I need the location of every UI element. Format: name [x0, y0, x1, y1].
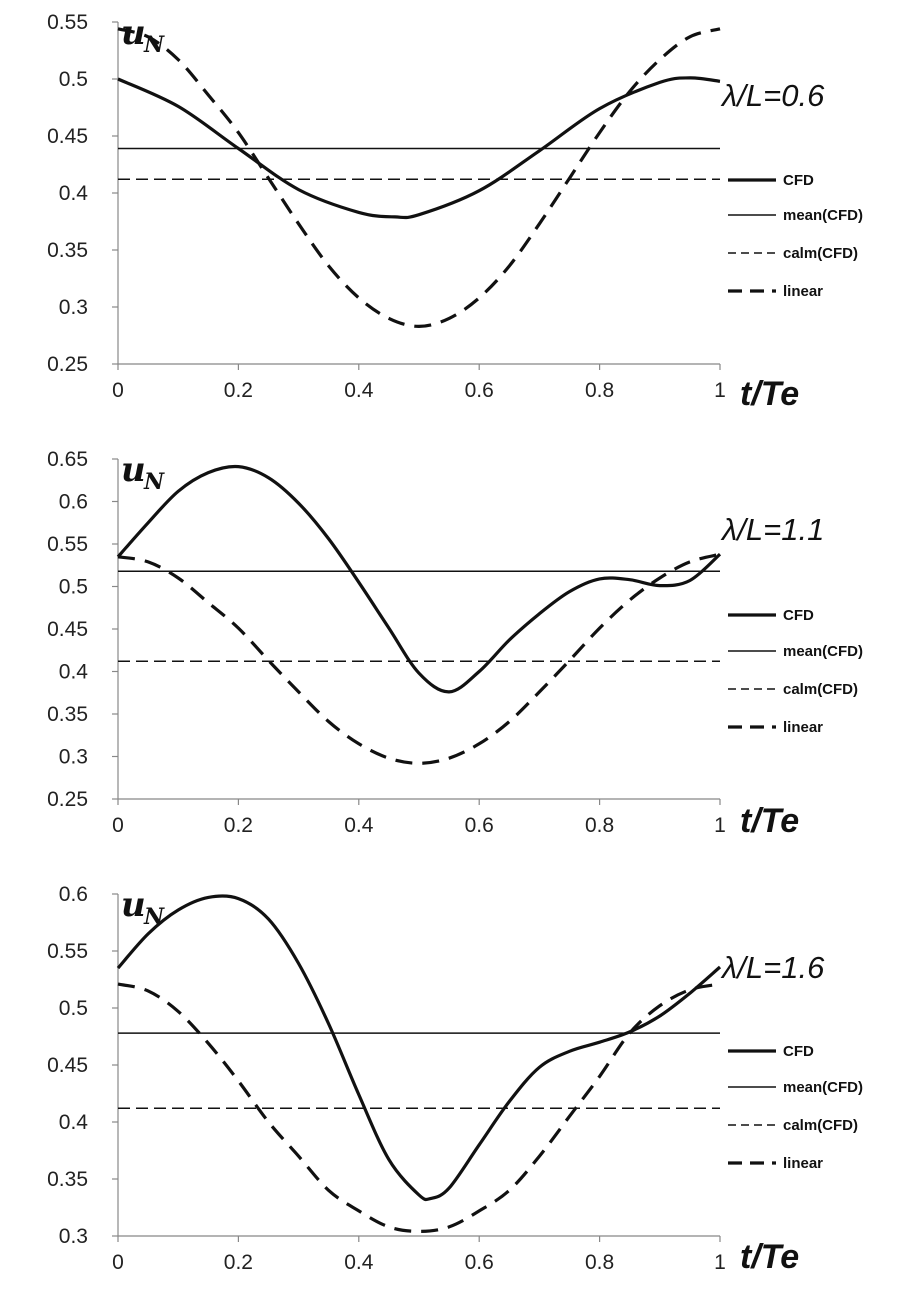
chart-panel-2: 0.25 0.3 0.35 0.4 0.45 0.5 0.55 0.6 0.65 0 0.2 0.4 0… [47, 448, 863, 840]
x-tick-label: 0 [112, 814, 124, 837]
series-line-cfd [116, 894, 722, 1202]
series-line-linear [117, 552, 721, 765]
wavelength-annotation: λ/L=1.1 [720, 512, 824, 547]
chart-panel-3: 0.3 0.35 0.4 0.45 0.5 0.55 0.6 0 0.2 0.4 0.6 0.8 1 CF… [47, 883, 863, 1276]
y-tick-label: 0.35 [47, 703, 88, 726]
y-tick-label: 0.55 [47, 11, 88, 34]
x-tick-label: 0.2 [224, 379, 253, 402]
x-tick-label: 0.2 [224, 1251, 253, 1274]
x-tick-label: 0.2 [224, 814, 253, 837]
y-tick-label: 0.3 [59, 1225, 88, 1248]
y-tick-label: 0.25 [47, 788, 88, 811]
x-tick-label: 0.4 [344, 1251, 374, 1274]
y-tick-label: 0.5 [59, 68, 88, 91]
x-axis-label: t/Te [740, 802, 799, 840]
y-axis-label: u [121, 450, 146, 490]
x-tick-label: 0.4 [344, 814, 374, 837]
series-line-cfd [117, 76, 721, 220]
legend-label: CFD [783, 607, 814, 624]
y-tick-label: 0.6 [59, 491, 88, 514]
y-tick-label: 0.4 [59, 182, 89, 205]
x-tick-label: 0.8 [585, 814, 614, 837]
y-axis-label: u [121, 885, 146, 925]
x-tick-label: 0.6 [465, 814, 494, 837]
y-tick-label: 0.3 [59, 296, 88, 319]
x-tick-label: 1 [714, 1251, 726, 1274]
y-axis-label-subscript: N [143, 32, 165, 58]
y-tick-label: 0.35 [47, 1168, 88, 1191]
x-tick-label: 1 [714, 814, 726, 837]
x-tick-label: 0 [112, 1251, 124, 1274]
chart-panel-1: 0.25 0.3 0.35 0.4 0.45 0.5 0.55 0 0.2 0.4 0.6 0.8 1 C… [47, 11, 863, 413]
y-axis-label: u [121, 13, 146, 53]
y-tick-label: 0.45 [47, 1054, 88, 1077]
y-axis-label-subscript: N [143, 904, 165, 930]
series-line-linear [117, 27, 721, 329]
legend-label: mean(CFD) [783, 207, 863, 224]
y-axis-label-subscript: N [143, 469, 165, 495]
legend-label: calm(CFD) [783, 245, 858, 262]
y-tick-label: 0.55 [47, 940, 88, 963]
x-axis-label: t/Te [740, 1238, 799, 1276]
legend-label: linear [783, 719, 823, 736]
x-tick-label: 0.8 [585, 379, 614, 402]
x-tick-label: 0.8 [585, 1251, 614, 1274]
series-line-linear [117, 982, 721, 1234]
legend-label: calm(CFD) [783, 681, 858, 698]
y-tick-label: 0.5 [59, 997, 88, 1020]
y-tick-label: 0.6 [59, 883, 88, 906]
wavelength-annotation: λ/L=0.6 [720, 78, 825, 113]
legend-label: mean(CFD) [783, 1079, 863, 1096]
legend-label: linear [783, 283, 823, 300]
y-tick-label: 0.35 [47, 239, 88, 262]
y-tick-label: 0.45 [47, 125, 88, 148]
legend-label: calm(CFD) [783, 1117, 858, 1134]
x-tick-label: 0.4 [344, 379, 374, 402]
y-tick-label: 0.4 [59, 661, 89, 684]
y-tick-label: 0.3 [59, 746, 88, 769]
y-tick-label: 0.45 [47, 618, 88, 641]
x-tick-label: 0.6 [465, 379, 494, 402]
x-axis-label: t/Te [740, 375, 799, 413]
y-tick-label: 0.55 [47, 533, 88, 556]
legend-label: CFD [783, 1043, 814, 1060]
y-tick-label: 0.4 [59, 1111, 89, 1134]
x-tick-label: 1 [714, 379, 726, 402]
legend-label: linear [783, 1155, 823, 1172]
y-tick-label: 0.25 [47, 353, 88, 376]
series-line-cfd [116, 464, 722, 694]
wavelength-annotation: λ/L=1.6 [720, 950, 825, 985]
x-tick-label: 0.6 [465, 1251, 494, 1274]
y-tick-label: 0.5 [59, 576, 88, 599]
y-tick-label: 0.65 [47, 448, 88, 471]
legend-label: CFD [783, 172, 814, 189]
x-tick-label: 0 [112, 379, 124, 402]
legend-label: mean(CFD) [783, 643, 863, 660]
